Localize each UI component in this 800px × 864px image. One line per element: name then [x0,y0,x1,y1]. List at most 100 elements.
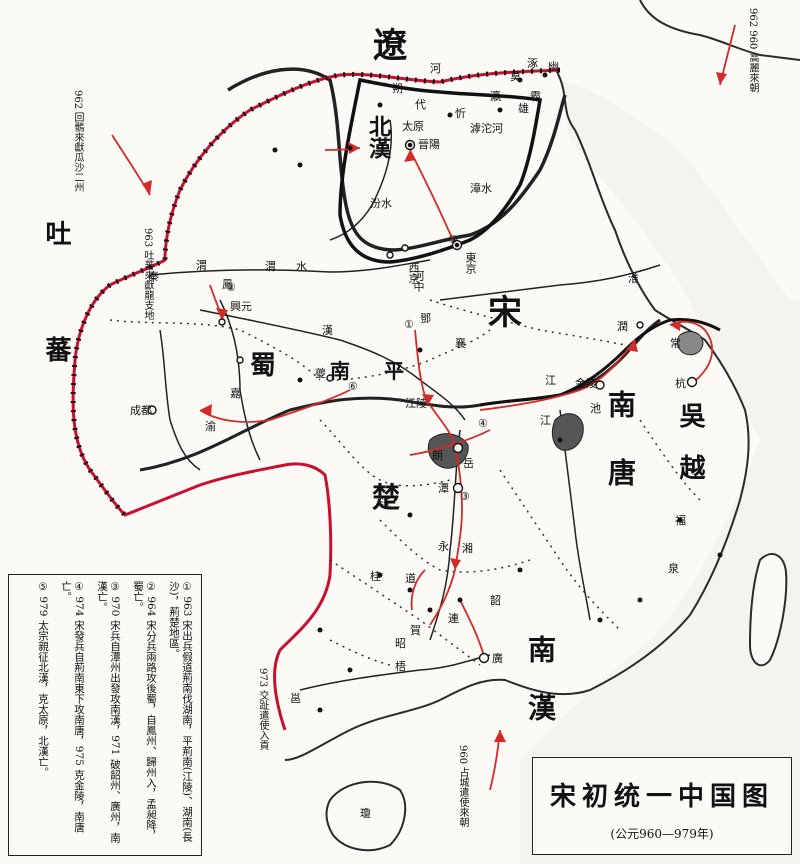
legend-item: ① 963 宋出兵假道荊南伐湖南，平荊南(江陵)、湖南(長沙)，荊楚地區。 [168,581,193,843]
liaodong-coast [639,0,800,61]
battle-marker-2: ② [226,281,236,294]
han-river [199,309,466,421]
city-runzhou: 潤 [617,320,628,333]
city-hezhong: 河中 [412,270,425,292]
city-jiangzhou: 江 [545,374,556,387]
river-huanghe: 河 [430,62,441,75]
city-lianzhou: 連 [448,612,459,625]
city-qinzhou: 秦 [148,270,159,283]
river-xiang: 湘 [462,542,473,555]
annotation-973-jiaozhi: 973 交趾遣使入貢 [257,668,268,751]
city-daozhou: 道 [405,572,416,585]
city-xiongzhou: 雄 [518,102,529,115]
coastline [284,69,750,761]
river-yuan: 沅 [380,497,391,510]
title-box: 宋初统一中国图 (公元960—979年) [532,757,792,855]
city-guizhou: 桂 [370,570,381,583]
city-dongjing: 東京 [464,252,477,274]
map-title: 宋初统一中国图 [549,782,774,812]
region-wuyue: 吳越 [675,402,705,506]
legend-item: ② 964 宋分兵兩路攻後蜀，自鳳州、歸州入，孟昶降，蜀亡。 [132,581,157,841]
city-yingzhou: 瀛 [490,90,501,103]
city-qiongzhou: 瓊 [360,807,371,820]
yellow-river [227,67,567,252]
battle-marker-3: ③ [460,490,470,503]
pearl-river [299,654,491,691]
city-shaozhou: 韶 [490,594,501,607]
legend-item: ④ 974 宋發兵自荊南東下攻南唐，975 克金陵，南唐亡。 [60,581,85,833]
city-jinling: 金陵 [575,377,597,390]
southern-tang-border [479,318,721,407]
taiwan-island [748,553,788,667]
region-chu: 楚 [372,481,401,514]
annotation-960-zhancheng: 960 占城遣使來朝 [457,745,468,828]
city-kuizhou: 夔 [315,367,326,380]
city-yuzhou: 渝 [205,420,216,433]
yangtze-river [139,318,661,472]
city-chengdu: 成都 [130,404,152,417]
city-dengzhou: 鄧 [420,312,431,325]
battle-marker-4: ④ [478,417,488,430]
city-yueyang: 岳 [463,457,474,470]
city-fengzhou: 鳳 [222,278,233,291]
city-mozhou: 莫 [510,70,521,83]
river-huaishui: 淮 [628,272,639,285]
city-wuzhou: 梧 [395,660,406,673]
river-hutuo: 滹沱河 [470,122,503,135]
city-xingyuan: 興元 [230,300,252,313]
annotation-962-huihu: 962 回鶻來獻瓜沙二州 [72,90,83,193]
region-song: 宋 [488,293,524,333]
minor-towns [272,72,723,713]
region-southern-han: 南漢 [524,635,557,751]
city-chizhou: 池 [590,402,601,415]
river-jiang: 江 [540,414,551,427]
region-liao: 遼 [373,26,409,66]
city-jiangling: 江陵 [405,397,427,410]
region-northern-han: 北漢 [365,115,391,159]
city-youzhou: 幽 [548,60,559,73]
city-langzhou: 朗 [432,449,443,462]
city-yongzhou: 邕 [290,692,301,705]
city-weizhou: 渭 [196,259,207,272]
city-xijing: 西京 [407,262,420,284]
city-jiazhou: 嘉 [230,387,241,400]
river-zhang: 漳水 [470,182,492,195]
annotation-960-gaoli: 962 960 高麗來朝 [747,8,758,93]
river-weishui: 渭水 [265,260,327,273]
map-subtitle: (公元960—979年) [610,827,714,841]
poyang-lake [551,413,584,451]
arrow-heads [142,72,727,742]
region-southern-tang: 南唐 [604,390,637,526]
city-markers [147,139,698,664]
city-zhuozhou: 涿 [527,57,538,70]
battle-marker-6: ⑥ [348,380,358,393]
legend-box: ① 963 宋出兵假道荊南伐湖南，平荊南(江陵)、湖南(長沙)，荊楚地區。 ② … [8,574,202,856]
city-hezhou: 賀 [410,624,421,637]
city-fuzhou: 福 [675,514,686,527]
internal-boundaries [109,299,701,666]
city-hangzhou: 杭 [675,377,686,390]
city-quanzhou: 泉 [668,562,679,575]
huai-river [439,264,661,301]
city-dai: 代 [415,98,426,111]
jialing-river [219,299,261,461]
city-xin: 忻 [455,107,466,120]
city-xiangzhou: 襄 [455,337,466,350]
region-tubo: 吐蕃 [41,220,71,452]
city-tanzhou: 潭 [438,482,449,495]
legend-item: ⑤ 979 太宗親征北漢，克太原，北漢亡。 [37,581,49,778]
legend-item: ③ 970 宋兵自潭州出發攻南漢，971 破韶州、廣州，南漢亡。 [96,581,121,843]
city-zhaozhou: 昭 [395,637,406,650]
northern-han-border [338,77,543,264]
river-hanshui: 漢 [322,324,333,337]
hainan-island [325,780,407,852]
region-nanping: 南平 [330,359,438,383]
river-fenshui: 汾水 [370,197,392,210]
battle-marker-1: ① [404,318,414,331]
sea [520,80,800,864]
city-jinyang: 晉陽 [418,138,440,151]
campaign-arrows [111,24,736,791]
min-river [159,329,201,471]
region-shu: 蜀 [250,351,277,381]
